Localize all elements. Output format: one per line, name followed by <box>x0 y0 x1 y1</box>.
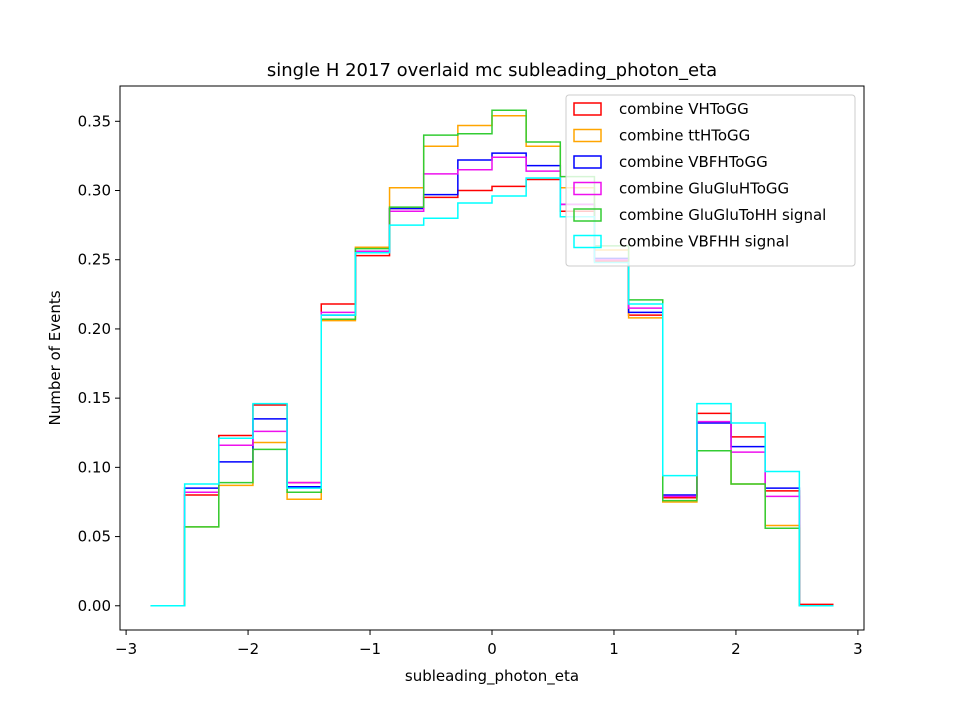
legend-label: combine GluGluHToGG <box>619 180 789 198</box>
x-tick-label: 2 <box>731 640 741 658</box>
legend: combine VHToGG combine ttHToGG combine VBF… <box>565 94 856 267</box>
x-tick-label: −1 <box>359 640 381 658</box>
legend-swatch <box>573 181 602 196</box>
legend-swatch <box>573 102 602 116</box>
y-tick-label: 0.35 <box>78 112 111 130</box>
x-tick-label: −2 <box>237 640 259 658</box>
legend-swatch <box>573 128 602 143</box>
series-line-5 <box>150 177 834 607</box>
legend-label: combine VBFHH signal <box>619 233 789 251</box>
plot-area: −3 −2 −1 0 1 2 3 0.00 0.05 0.10 0.15 0.20 0.25 0.30 0.… <box>78 85 865 658</box>
y-tick-label: 0.15 <box>78 389 111 407</box>
series-line-3 <box>150 156 834 607</box>
legend-label: combine ttHToGG <box>619 127 750 145</box>
chart-title: single H 2017 overlaid mc subleading_pho… <box>267 60 717 81</box>
y-tick-label: 0.10 <box>78 458 111 476</box>
x-axis-label: subleading_photon_eta <box>405 667 579 686</box>
x-tick-label: 1 <box>609 640 619 658</box>
y-tick-label: 0.00 <box>78 597 111 615</box>
series-line-4 <box>150 109 834 607</box>
y-tick-label: 0.20 <box>78 320 111 338</box>
y-tick-label: 0.25 <box>78 251 111 269</box>
legend-label: combine VBFHToGG <box>619 153 768 171</box>
legend-swatch <box>573 155 602 169</box>
legend-label: combine GluGluToHH signal <box>619 206 826 224</box>
y-axis-label: Number of Events <box>46 290 64 425</box>
x-tick-label: −3 <box>115 640 137 658</box>
legend-box <box>565 94 856 267</box>
x-tick-label: 0 <box>487 640 497 658</box>
x-tick-label: 3 <box>853 640 863 658</box>
legend-label: combine VHToGG <box>619 100 749 118</box>
y-tick-label: 0.05 <box>78 528 111 546</box>
y-tick-label: 0.30 <box>78 182 111 200</box>
legend-swatch <box>573 208 602 222</box>
legend-swatch <box>573 234 602 249</box>
series-line-0 <box>150 178 834 607</box>
